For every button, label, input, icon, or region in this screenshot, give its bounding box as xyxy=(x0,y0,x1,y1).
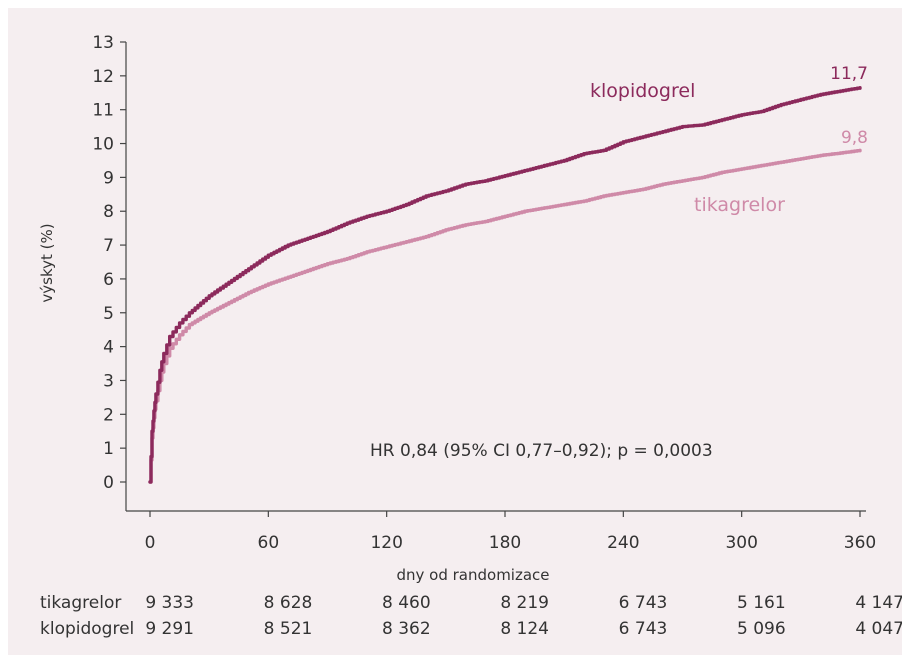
end-value-tikagrelor: 9,8 xyxy=(841,128,868,148)
at-risk-cell: 4 147 xyxy=(855,593,902,613)
y-tick-label: 6 xyxy=(103,270,114,290)
at-risk-cell: 8 628 xyxy=(264,593,313,613)
y-tick-label: 7 xyxy=(103,236,114,256)
chart-panel: 0 1 2 3 4 5 6 7 8 9 10 11 12 13 0 60 120 180 240 300 360 vý… xyxy=(8,8,902,655)
series-line-klopidogrel xyxy=(148,86,862,484)
x-tick-label: 0 xyxy=(145,533,156,553)
series-label-tikagrelor: tikagrelor xyxy=(694,194,785,216)
x-tick-label: 180 xyxy=(489,533,521,553)
y-tick-label: 9 xyxy=(103,168,114,188)
series-line-tikagrelor xyxy=(148,148,862,484)
at-risk-cell: 8 460 xyxy=(382,593,431,613)
x-tick-labels: 0 60 120 180 240 300 360 xyxy=(145,533,877,553)
at-risk-cell: 9 333 xyxy=(145,593,194,613)
y-tick-label: 10 xyxy=(92,135,114,155)
x-tick-label: 300 xyxy=(725,533,757,553)
at-risk-cell: 5 161 xyxy=(737,593,786,613)
at-risk-cell: 4 047 xyxy=(855,619,902,639)
y-tick-label: 1 xyxy=(103,439,114,459)
y-axis-title: výskyt (%) xyxy=(38,223,56,302)
at-risk-cell: 8 362 xyxy=(382,619,431,639)
y-tick-label: 3 xyxy=(103,371,114,391)
at-risk-cell: 8 124 xyxy=(500,619,549,639)
y-tick-label: 12 xyxy=(92,67,114,87)
at-risk-row-label: tikagrelor xyxy=(40,593,121,613)
at-risk-cell: 6 743 xyxy=(619,593,668,613)
y-tick-label: 13 xyxy=(92,33,114,53)
at-risk-cell: 8 521 xyxy=(264,619,313,639)
x-tick-label: 360 xyxy=(844,533,876,553)
at-risk-cell: 5 096 xyxy=(737,619,786,639)
x-tick-label: 60 xyxy=(258,533,280,553)
y-tick-label: 0 xyxy=(103,473,114,493)
y-tick-label: 5 xyxy=(103,304,114,324)
series-lines xyxy=(148,86,862,484)
series-label-klopidogrel: klopidogrel xyxy=(590,80,695,102)
at-risk-cell: 9 291 xyxy=(145,619,194,639)
at-risk-row-label: klopidogrel xyxy=(40,619,134,639)
at-risk-cell: 6 743 xyxy=(619,619,668,639)
y-tick-label: 11 xyxy=(92,101,114,121)
x-tick-label: 240 xyxy=(607,533,639,553)
y-tick-label: 4 xyxy=(103,338,114,358)
x-tick-label: 120 xyxy=(370,533,402,553)
axes xyxy=(120,41,866,517)
end-value-klopidogrel: 11,7 xyxy=(830,64,868,84)
at-risk-table: tikagrelor 9 333 8 628 8 460 8 219 6 743 5 161… xyxy=(40,593,902,639)
x-axis-title: dny od randomizace xyxy=(396,566,549,584)
at-risk-cell: 8 219 xyxy=(500,593,549,613)
y-tick-label: 2 xyxy=(103,405,114,425)
hazard-ratio-annotation: HR 0,84 (95% CI 0,77–0,92); p = 0,0003 xyxy=(370,441,713,461)
y-tick-label: 8 xyxy=(103,202,114,222)
